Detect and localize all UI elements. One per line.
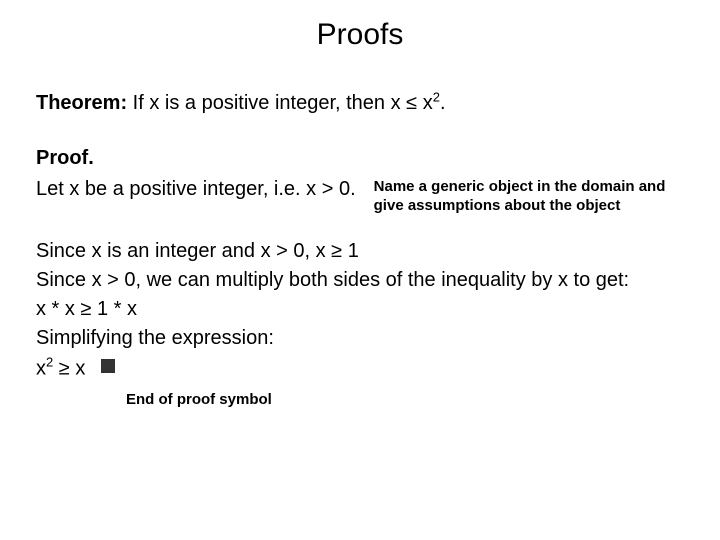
let-line: Let x be a positive integer, i.e. x > 0. [36, 176, 374, 203]
body-line-3: x * x ≥ 1 * x [36, 296, 684, 323]
theorem-statement: Theorem: If x is a positive integer, the… [36, 90, 684, 117]
end-of-proof-label: End of proof symbol [126, 390, 684, 410]
theorem-text-1: If x is a positive integer, then x ≤ x [127, 92, 433, 114]
let-row: Let x be a positive integer, i.e. x > 0.… [36, 176, 684, 216]
slide-content: Theorem: If x is a positive integer, the… [0, 60, 720, 410]
proof-label: Proof. [36, 145, 684, 172]
final-rest: ≥ x [53, 357, 85, 379]
final-base: x [36, 357, 46, 379]
body-line-4: Simplifying the expression: [36, 325, 684, 352]
annotation-generic-object: Name a generic object in the domain and … [374, 176, 684, 216]
slide-title: Proofs [0, 0, 720, 60]
theorem-exponent: 2 [433, 89, 440, 104]
final-line: x2 ≥ x [36, 354, 684, 384]
body-line-2: Since x > 0, we can multiply both sides … [36, 267, 684, 294]
body-line-1: Since x is an integer and x > 0, x ≥ 1 [36, 238, 684, 265]
qed-icon [101, 354, 115, 381]
theorem-label: Theorem: [36, 92, 127, 114]
theorem-text-2: . [440, 92, 446, 114]
